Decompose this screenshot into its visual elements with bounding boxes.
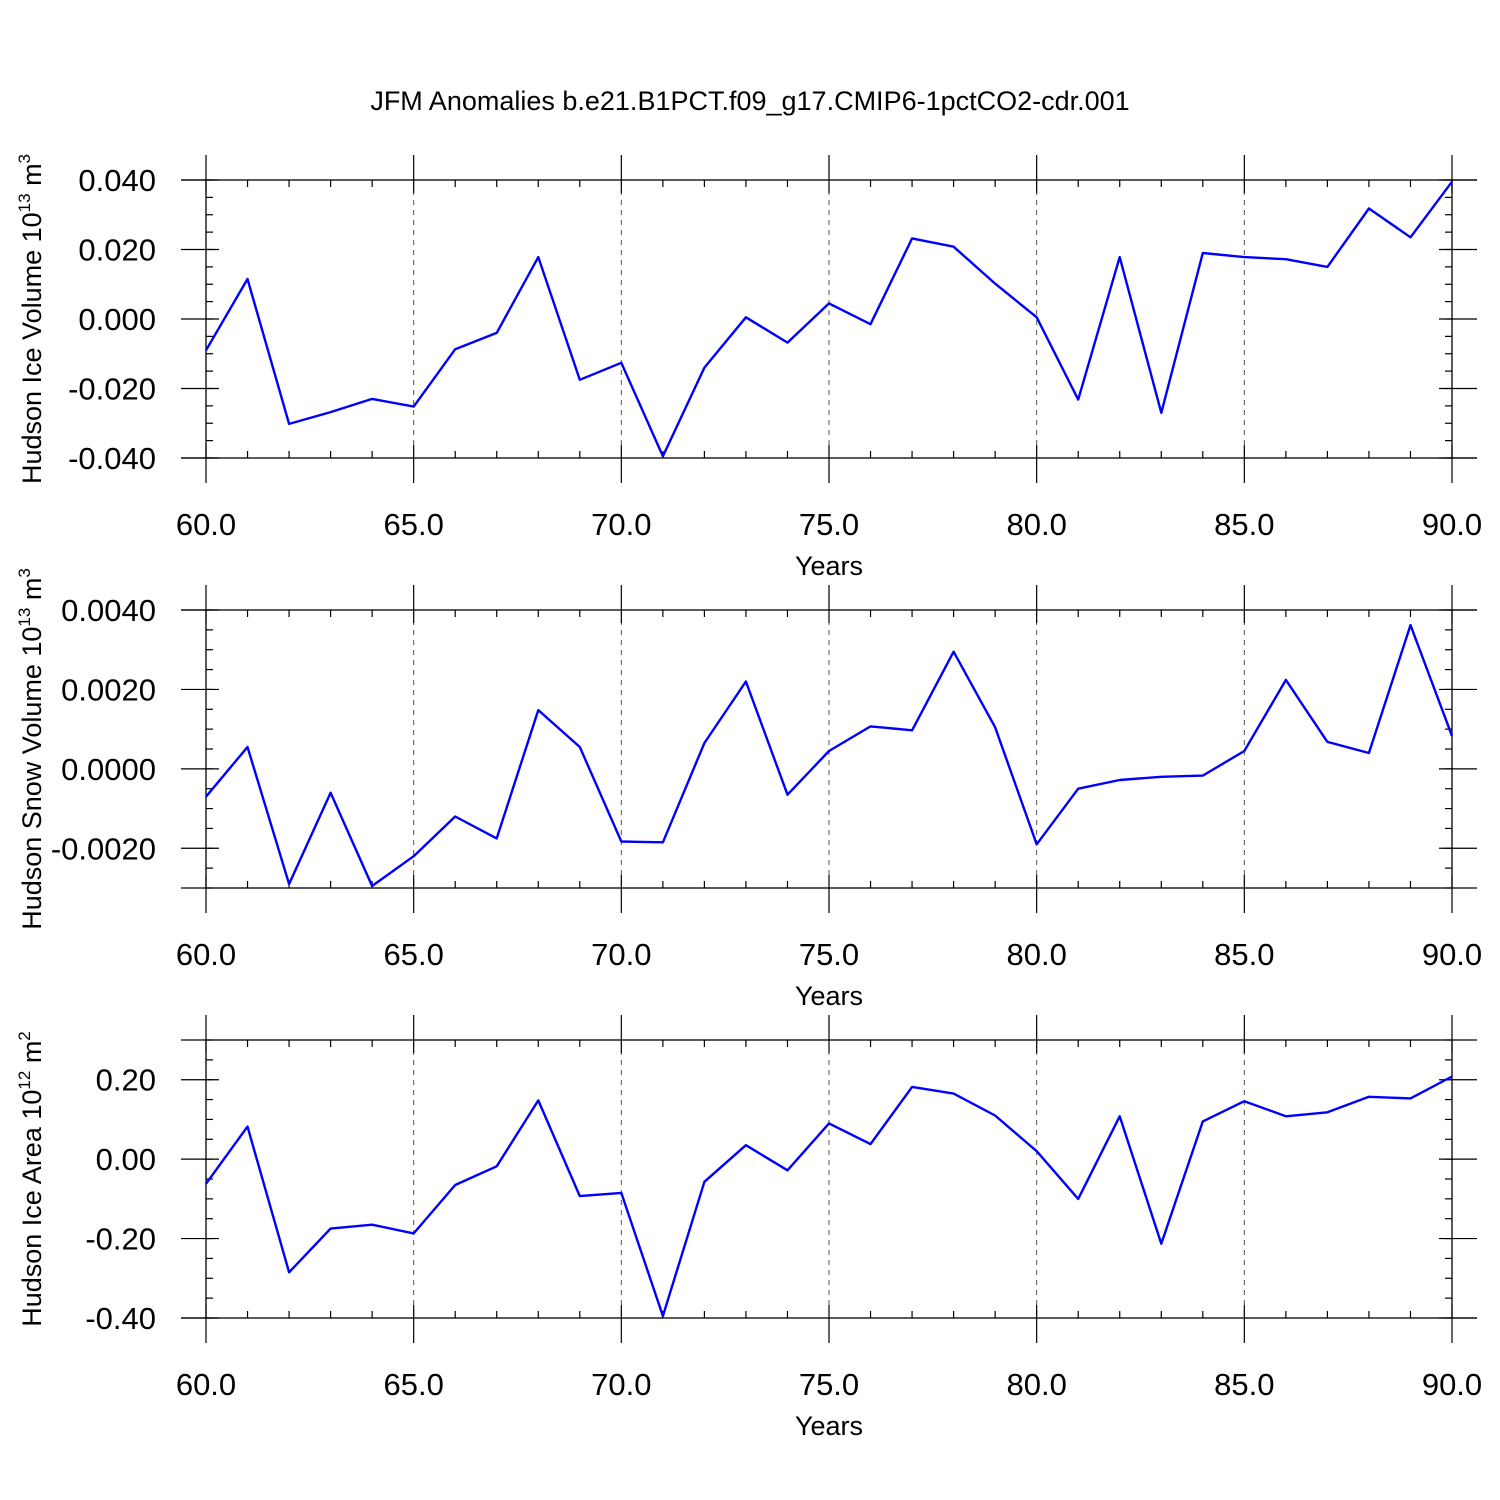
x-tick-label: 75.0 [799, 507, 859, 542]
x-tick-label: 60.0 [176, 1367, 236, 1402]
series-line [204, 180, 1453, 458]
y-tick-label: 0.0040 [61, 593, 156, 628]
y-tick-label: -0.40 [85, 1301, 156, 1336]
y-axis-label: Hudson Ice Area 1012 m2 [15, 1031, 47, 1327]
y-tick-label: -0.0020 [51, 831, 156, 866]
y-tick-label: 0.20 [96, 1063, 156, 1098]
x-tick-label: 75.0 [799, 1367, 859, 1402]
x-tick-label: 70.0 [591, 1367, 651, 1402]
series-line [205, 1075, 1453, 1318]
y-axis-label: Hudson Snow Volume 1013 m3 [15, 568, 47, 930]
x-axis-label: Years [795, 981, 863, 1011]
x-tick-label: 90.0 [1422, 937, 1482, 972]
y-tick-label: -0.020 [68, 372, 156, 407]
x-tick-label: 65.0 [383, 1367, 443, 1402]
x-tick-label: 65.0 [383, 937, 443, 972]
x-tick-label: 80.0 [1006, 937, 1066, 972]
x-tick-label: 85.0 [1214, 1367, 1274, 1402]
series-line [205, 623, 1454, 888]
x-tick-label: 80.0 [1006, 1367, 1066, 1402]
y-tick-label: 0.00 [96, 1142, 156, 1177]
x-tick-label: 65.0 [383, 507, 443, 542]
y-tick-label: 0.040 [78, 163, 156, 198]
x-tick-label: 60.0 [176, 507, 236, 542]
x-tick-label: 80.0 [1006, 507, 1066, 542]
y-tick-label: 0.000 [78, 302, 156, 337]
panel-2: -0.0020 0.0000 0.0020 0.0040 60.0 65.0 70.0 75.… [15, 568, 1482, 1011]
panel-3: -0.40 -0.20 0.00 0.20 60.0 65.0 70.0 75.0 80.0 85… [15, 1015, 1482, 1441]
x-tick-label: 85.0 [1214, 507, 1274, 542]
y-tick-label: 0.020 [78, 233, 156, 268]
x-tick-label: 60.0 [176, 937, 236, 972]
figure-title: JFM Anomalies b.e21.B1PCT.f09_g17.CMIP6-… [370, 86, 1129, 116]
x-tick-label: 70.0 [591, 507, 651, 542]
x-axis-label: Years [795, 551, 863, 581]
x-axis-label: Years [795, 1411, 863, 1441]
x-tick-label: 75.0 [799, 937, 859, 972]
y-tick-label: -0.20 [85, 1222, 156, 1257]
y-tick-label: 0.0020 [61, 672, 156, 707]
x-tick-label: 90.0 [1422, 1367, 1482, 1402]
panel-1: -0.040 -0.020 0.000 0.020 0.040 60.0 65.0 70.0 7… [15, 154, 1482, 581]
x-tick-label: 70.0 [591, 937, 651, 972]
panels: -0.040 -0.020 0.000 0.020 0.040 60.0 65.0 70.0 7… [15, 154, 1482, 1441]
y-tick-label: -0.040 [68, 441, 156, 476]
x-tick-label: 85.0 [1214, 937, 1274, 972]
x-tick-label: 90.0 [1422, 507, 1482, 542]
y-axis-label: Hudson Ice Volume 1013 m3 [15, 154, 47, 484]
y-tick-label: 0.0000 [61, 752, 156, 787]
